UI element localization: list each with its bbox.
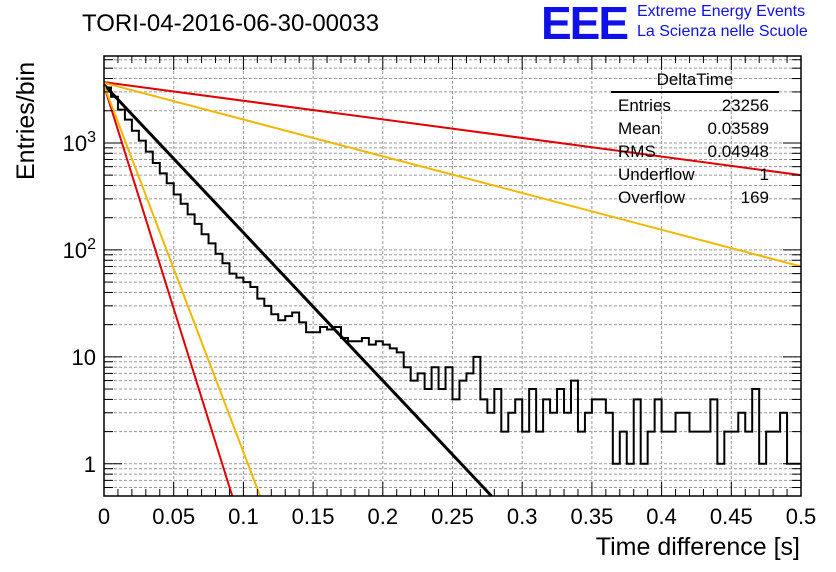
eee-logo: EEE — [541, 0, 629, 49]
chart-series — [102, 81, 802, 498]
logo-line-2: La Scienza nelle Scuole — [637, 23, 808, 40]
fit-line-4 — [103, 85, 262, 497]
fit-line-0 — [102, 83, 493, 498]
x-tick-label: 0.2 — [368, 504, 399, 529]
stats-row-underflow: Underflow 1 — [611, 163, 779, 186]
fit-line-2 — [103, 81, 802, 268]
x-tick-label: 0.4 — [646, 504, 677, 529]
stats-value: 1 — [759, 165, 769, 184]
stats-box: DeltaTime Entries 23256 Mean 0.03589 RMS 0.… — [611, 70, 779, 209]
stats-value: 23256 — [721, 96, 769, 115]
x-tick-label: 0.5 — [786, 504, 817, 529]
x-tick-label: 0.45 — [710, 504, 753, 529]
y-tick-label: 103 — [63, 129, 96, 156]
x-tick-label: 0.15 — [292, 504, 335, 529]
stats-label: Mean — [618, 119, 661, 138]
x-axis-label: Time difference [s] — [595, 533, 800, 561]
chart-title: TORI-04-2016-06-30-00033 — [82, 10, 380, 37]
stats-value: 0.03589 — [707, 119, 769, 138]
y-tick-label: 1 — [84, 452, 96, 477]
x-tick-label: 0.1 — [228, 504, 259, 529]
x-tick-label: 0.05 — [152, 504, 195, 529]
y-tick-label: 102 — [63, 236, 96, 263]
stats-value: 0.04948 — [707, 142, 769, 161]
stats-row-mean: Mean 0.03589 — [611, 117, 779, 140]
stats-label: RMS — [618, 142, 656, 161]
stats-label: Underflow — [618, 165, 695, 184]
stats-row-rms: RMS 0.04948 — [611, 140, 779, 163]
stats-title: DeltaTime — [611, 70, 779, 93]
tick-labels: 0 0.05 0.1 0.15 0.2 0.25 0.3 0.35 0.4 0.45 0.5 1 10 1… — [63, 129, 817, 529]
stats-row-overflow: Overflow 169 — [611, 186, 779, 209]
stats-label: Overflow — [618, 188, 686, 207]
fit-line-1 — [103, 81, 802, 177]
stats-value: 169 — [740, 188, 769, 207]
histogram-deltatime — [104, 86, 801, 465]
fit-line-3 — [103, 85, 234, 497]
x-tick-label: 0 — [98, 504, 110, 529]
chart-axes — [103, 55, 802, 497]
logo-line-1: Extreme Energy Events — [637, 3, 806, 20]
x-tick-label: 0.25 — [431, 504, 474, 529]
y-axis-label: Entries/bin — [12, 61, 40, 180]
stats-row-entries: Entries 23256 — [611, 94, 779, 117]
x-tick-label: 0.3 — [507, 504, 538, 529]
stats-label: Entries — [618, 96, 671, 115]
x-tick-label: 0.35 — [570, 504, 613, 529]
y-tick-label: 10 — [72, 345, 96, 370]
